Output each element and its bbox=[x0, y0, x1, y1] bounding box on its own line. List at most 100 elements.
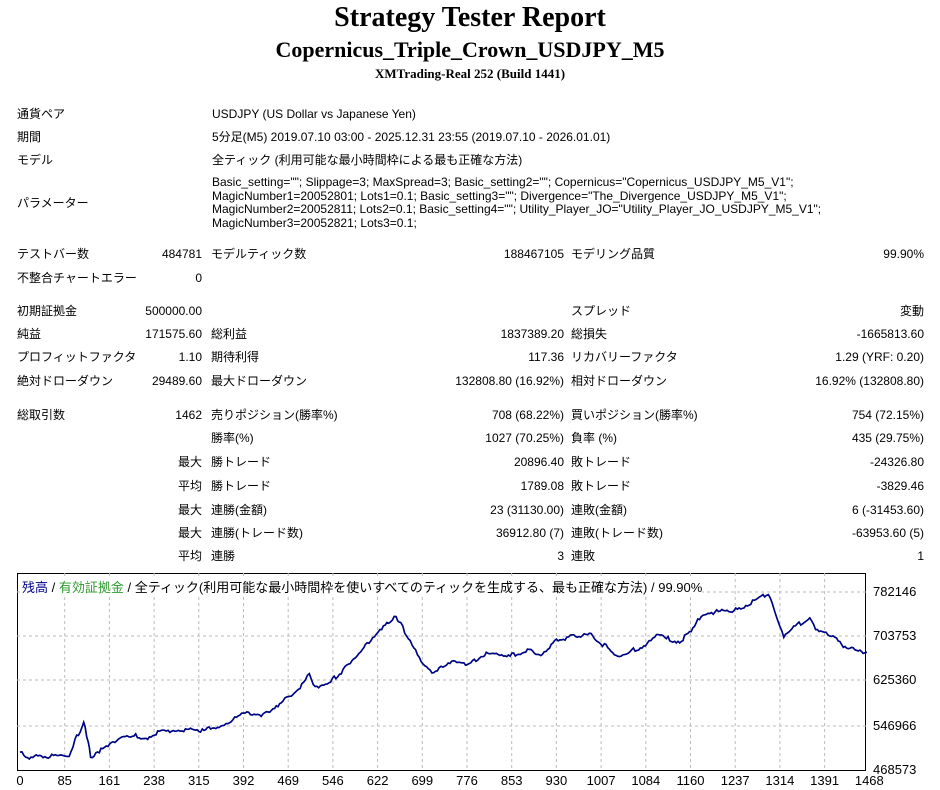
stat-value: 平均 bbox=[177, 479, 202, 493]
params-value: Basic_setting=""; Slippage=3; MaxSpread=… bbox=[212, 175, 932, 230]
stat-value: 1837389.20 bbox=[500, 327, 564, 341]
expert-name: Copernicus_Triple_Crown_USDJPY_M5 bbox=[275, 37, 665, 62]
stat-value: 最大 bbox=[177, 455, 202, 469]
stat-value: 23 (31130.00) bbox=[490, 503, 564, 517]
x-tick-label: 546 bbox=[322, 773, 344, 788]
stat-value: 平均 bbox=[177, 549, 202, 563]
stat-value: 188467105 bbox=[503, 247, 564, 261]
x-tick-label: 699 bbox=[411, 773, 434, 788]
x-tick-label: 776 bbox=[456, 773, 478, 788]
y-tick-label: 703753 bbox=[873, 628, 917, 643]
x-tick-label: 0 bbox=[16, 773, 24, 788]
stat-label: 連勝 bbox=[211, 549, 236, 563]
period-label: 期間 bbox=[17, 130, 42, 144]
stat-label: 連敗(金額) bbox=[571, 503, 627, 517]
stat-value: 99.90% bbox=[883, 247, 924, 261]
stat-value: 最大 bbox=[177, 526, 202, 540]
stat-label: モデリング品質 bbox=[571, 247, 656, 261]
stat-label: 最大ドローダウン bbox=[211, 374, 308, 388]
plot-frame bbox=[17, 573, 866, 771]
stat-label: 期待利得 bbox=[211, 350, 260, 364]
stat-label: 不整合チャートエラー bbox=[17, 271, 137, 285]
stat-label: 勝率(%) bbox=[211, 431, 254, 445]
x-tick-label: 1160 bbox=[676, 773, 705, 788]
stat-value: 6 (-31453.60) bbox=[851, 503, 924, 517]
stat-value: 1 bbox=[917, 549, 924, 563]
x-tick-label: 1391 bbox=[810, 773, 840, 788]
x-tick-label: 161 bbox=[98, 773, 121, 788]
legend-desc: / 全ティック(利用可能な最小時間枠を使いすべてのティックを生成する、最も正確な… bbox=[123, 580, 703, 595]
stat-value: 3 bbox=[557, 549, 564, 563]
stat-value: 20896.40 bbox=[513, 455, 564, 469]
stat-label: 相対ドローダウン bbox=[571, 374, 668, 388]
x-tick-label: 930 bbox=[545, 773, 568, 788]
stat-label: 初期証拠金 bbox=[17, 304, 78, 318]
stat-label: 総損失 bbox=[571, 327, 608, 341]
stat-value: 1462 bbox=[175, 408, 202, 422]
stat-value: 16.92% (132808.80) bbox=[815, 374, 924, 388]
stat-label: 連勝(トレード数) bbox=[211, 526, 303, 540]
stat-value: -63953.60 (5) bbox=[851, 526, 924, 540]
x-tick-label: 1468 bbox=[854, 773, 884, 788]
server-build: XMTrading-Real 252 (Build 1441) bbox=[374, 66, 566, 81]
stat-value: 1.10 bbox=[178, 350, 202, 364]
stat-label: 総利益 bbox=[211, 327, 248, 341]
report-title: Strategy Tester Report bbox=[334, 2, 606, 33]
stat-label: 総取引数 bbox=[17, 408, 66, 422]
x-tick-label: 622 bbox=[366, 773, 389, 788]
stat-label: 連勝(金額) bbox=[211, 503, 267, 517]
model-value: 全ティック (利用可能な最小時間枠による最も正確な方法) bbox=[212, 153, 523, 167]
x-tick-label: 85 bbox=[57, 773, 72, 788]
params-label: パラメーター bbox=[17, 196, 89, 210]
symbol-label: 通貨ペア bbox=[17, 107, 66, 121]
legend-sep: / bbox=[48, 580, 59, 595]
x-tick-label: 392 bbox=[232, 773, 255, 788]
stat-label: 売りポジション(勝率%) bbox=[211, 408, 338, 422]
period-value: 5分足(M5) 2019.07.10 03:00 - 2025.12.31 23… bbox=[212, 130, 611, 144]
stat-value: 変動 bbox=[899, 304, 924, 318]
stat-value: 171575.60 bbox=[145, 327, 202, 341]
stat-value: 36912.80 (7) bbox=[495, 526, 564, 540]
stat-label: 敗トレード bbox=[571, 455, 632, 469]
x-tick-label: 853 bbox=[500, 773, 523, 788]
stat-label: 絶対ドローダウン bbox=[17, 374, 114, 388]
stat-value: 500000.00 bbox=[145, 304, 202, 318]
stat-label: スプレッド bbox=[571, 304, 632, 318]
y-tick-label: 782146 bbox=[873, 584, 917, 599]
x-tick-label: 315 bbox=[187, 773, 210, 788]
stat-label: 純益 bbox=[17, 327, 42, 341]
stat-value: 708 (68.22%) bbox=[491, 408, 564, 422]
stat-value: -3829.46 bbox=[876, 479, 924, 493]
y-tick-label: 546966 bbox=[873, 718, 917, 733]
stat-label: 勝トレード bbox=[211, 479, 272, 493]
stat-label: テストバー数 bbox=[17, 247, 90, 261]
legend-equity: 有効証拠金 bbox=[58, 580, 124, 595]
stat-label: 敗トレード bbox=[571, 479, 632, 493]
stat-value: 132808.80 (16.92%) bbox=[455, 374, 564, 388]
stat-label: 買いポジション(勝率%) bbox=[571, 408, 698, 422]
legend-balance: 残高 bbox=[22, 580, 49, 595]
stat-value: 1.29 (YRF: 0.20) bbox=[835, 350, 924, 364]
params-line: MagicNumber3=20052821; Lots3=0.1; bbox=[212, 215, 417, 230]
x-tick-label: 1084 bbox=[631, 773, 661, 788]
params-line: Basic_setting=""; Slippage=3; MaxSpread=… bbox=[212, 175, 794, 189]
stat-value: 435 (29.75%) bbox=[851, 431, 924, 445]
model-label: モデル bbox=[17, 153, 54, 167]
stat-label: 勝トレード bbox=[211, 455, 272, 469]
chart-legend: 残高 / 有効証拠金 / 全ティック(利用可能な最小時間枠を使いすべてのティック… bbox=[22, 577, 703, 596]
stat-label: リカバリーファクタ bbox=[571, 350, 678, 364]
x-tick-label: 469 bbox=[277, 773, 300, 788]
stat-value: 0 bbox=[195, 271, 202, 285]
stat-value: 484781 bbox=[161, 247, 202, 261]
stat-label: 連敗(トレード数) bbox=[571, 526, 663, 540]
stat-value: -1665813.60 bbox=[856, 327, 924, 341]
symbol-value: USDJPY (US Dollar vs Japanese Yen) bbox=[212, 107, 416, 121]
x-tick-label: 1237 bbox=[720, 773, 750, 788]
y-tick-label: 468573 bbox=[873, 762, 917, 777]
stat-value: 1789.08 bbox=[520, 479, 564, 493]
x-tick-label: 238 bbox=[143, 773, 165, 788]
balance-chart bbox=[17, 573, 867, 771]
stat-label: 連敗 bbox=[571, 549, 596, 563]
params-line: MagicNumber2=20052811; Lots2=0.1; Basic_… bbox=[212, 202, 822, 216]
x-tick-label: 1007 bbox=[586, 773, 616, 788]
